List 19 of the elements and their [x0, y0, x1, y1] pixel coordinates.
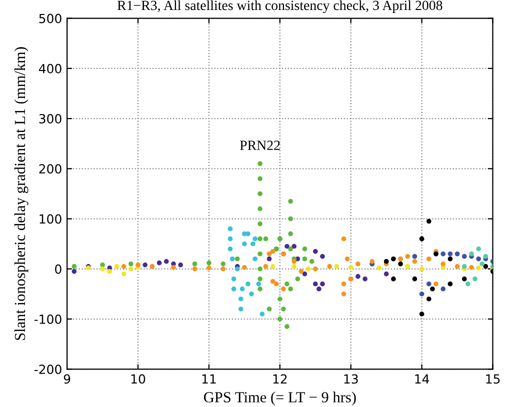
x-tick-label: 14 — [415, 374, 430, 384]
annotation: PRN22 — [240, 140, 280, 150]
y-tick-label: 300 — [39, 114, 62, 124]
x-tick-label: 15 — [486, 374, 500, 384]
y-tick-label: 0 — [55, 264, 62, 274]
x-tick-label: 9 — [64, 374, 70, 384]
y-tick-label: 100 — [40, 214, 62, 224]
x-tick-label: 13 — [344, 374, 358, 384]
y-tick-label: 400 — [38, 64, 62, 74]
y-axis-title: Slant ionospheric delay gradient at L1 (mm/km) — [14, 47, 28, 340]
x-axis-title: GPS Time (= LT − 9 hrs) — [204, 392, 356, 406]
x-tick-label: 11 — [202, 374, 216, 384]
y-tick-label: -200 — [34, 364, 62, 374]
y-tick-label: -100 — [34, 314, 62, 324]
y-tick-label: 500 — [39, 14, 62, 24]
y-tick-label: 200 — [39, 164, 62, 174]
x-tick-label: 10 — [131, 374, 146, 384]
chart-title: R1−R3, All satellites with consistency check, 3 April 2008 — [117, 0, 442, 13]
x-tick-label: 12 — [273, 374, 287, 384]
